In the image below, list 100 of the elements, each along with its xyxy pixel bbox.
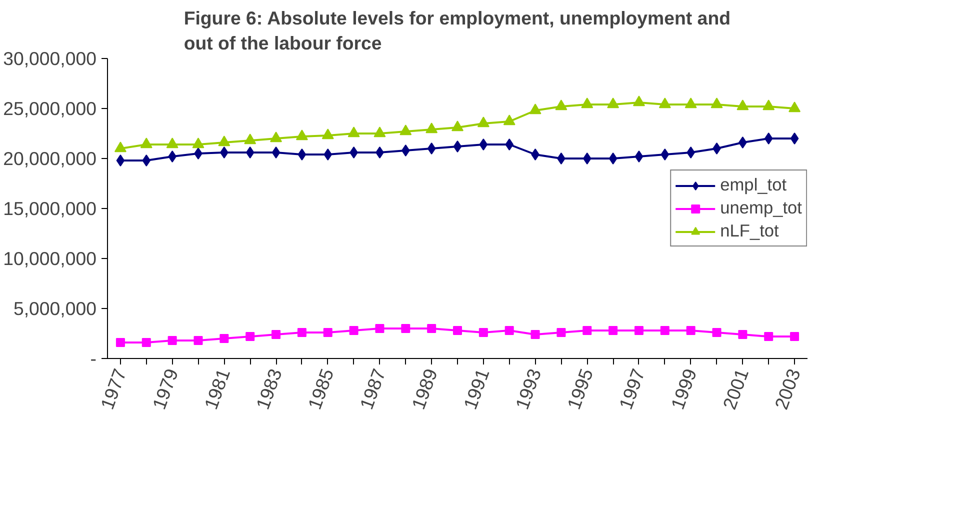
point bbox=[634, 326, 644, 335]
point bbox=[686, 326, 696, 335]
point bbox=[531, 148, 540, 160]
point bbox=[608, 152, 618, 164]
point bbox=[272, 146, 280, 158]
point bbox=[296, 130, 308, 140]
point bbox=[686, 146, 695, 158]
point bbox=[324, 148, 332, 160]
point bbox=[376, 146, 384, 158]
point bbox=[401, 144, 410, 156]
point bbox=[556, 328, 566, 337]
point bbox=[322, 128, 334, 140]
point bbox=[348, 126, 360, 138]
point bbox=[660, 326, 670, 335]
point bbox=[350, 146, 358, 158]
point bbox=[116, 338, 125, 347]
point bbox=[246, 146, 254, 158]
y-tick-label: 25,000,000 bbox=[3, 98, 97, 119]
point bbox=[168, 336, 177, 345]
x-tick-label: 1995 bbox=[563, 366, 597, 412]
point bbox=[400, 124, 412, 136]
point bbox=[297, 328, 306, 337]
point bbox=[194, 336, 203, 345]
point bbox=[272, 330, 281, 339]
point bbox=[503, 114, 516, 126]
point bbox=[168, 150, 176, 162]
point bbox=[555, 100, 568, 110]
point bbox=[218, 136, 230, 146]
point bbox=[790, 332, 800, 341]
point bbox=[166, 138, 178, 148]
point bbox=[632, 96, 645, 106]
point bbox=[323, 328, 332, 337]
point bbox=[349, 326, 358, 335]
point bbox=[712, 142, 721, 154]
point bbox=[116, 154, 125, 166]
point bbox=[142, 338, 151, 347]
point bbox=[142, 154, 151, 166]
point bbox=[581, 98, 594, 108]
x-tick-label: 2003 bbox=[770, 366, 804, 412]
point bbox=[426, 122, 438, 134]
chart-title: Figure 6: Absolute levels for employment, unemployment and out of the labour force bbox=[184, 7, 730, 54]
point bbox=[270, 132, 282, 142]
point bbox=[764, 332, 774, 341]
point bbox=[140, 138, 152, 148]
y-tick-label: 5,000,000 bbox=[14, 298, 97, 319]
point bbox=[582, 152, 592, 164]
x-tick-label: 1991 bbox=[459, 366, 494, 412]
point bbox=[607, 98, 620, 108]
legend-label: nLF_tot bbox=[720, 220, 779, 242]
x-tick-label: 1999 bbox=[666, 366, 701, 412]
point bbox=[194, 148, 202, 160]
point bbox=[427, 324, 436, 333]
point bbox=[764, 132, 773, 144]
point bbox=[298, 148, 306, 160]
point bbox=[477, 116, 490, 128]
point bbox=[557, 152, 566, 164]
point bbox=[788, 102, 801, 112]
y-tick-label: 30,000,000 bbox=[3, 48, 97, 69]
point bbox=[478, 328, 488, 337]
point bbox=[762, 100, 775, 110]
point bbox=[738, 330, 748, 339]
x-tick-label: 1985 bbox=[304, 366, 338, 412]
point bbox=[220, 146, 228, 158]
x-tick-label: 1981 bbox=[200, 366, 234, 412]
point bbox=[684, 98, 697, 108]
y-tick-label: - bbox=[90, 348, 97, 369]
point bbox=[453, 326, 462, 335]
point bbox=[452, 120, 464, 132]
legend-label: unemp_tot bbox=[720, 198, 802, 218]
point bbox=[530, 330, 540, 339]
point bbox=[505, 138, 514, 150]
point bbox=[634, 150, 644, 162]
x-tick-label: 1993 bbox=[511, 366, 546, 412]
point bbox=[453, 140, 462, 152]
y-tick-label: 20,000,000 bbox=[3, 148, 97, 169]
point bbox=[220, 334, 229, 343]
point bbox=[192, 138, 204, 148]
point bbox=[738, 136, 747, 148]
x-tick-label: 1997 bbox=[614, 366, 649, 412]
point bbox=[427, 142, 436, 154]
x-tick-label: 1977 bbox=[96, 366, 130, 412]
point bbox=[710, 98, 723, 108]
point bbox=[504, 326, 514, 335]
point bbox=[401, 324, 410, 333]
legend-label: empl_tot bbox=[720, 174, 787, 196]
point bbox=[790, 132, 799, 144]
point bbox=[660, 148, 670, 160]
point bbox=[712, 328, 722, 337]
y-tick-label: 15,000,000 bbox=[3, 198, 97, 219]
point bbox=[246, 332, 255, 341]
x-tick-label: 2001 bbox=[718, 366, 753, 412]
point bbox=[244, 134, 256, 144]
x-tick-label: 1983 bbox=[252, 366, 286, 412]
point bbox=[582, 326, 592, 335]
point bbox=[374, 126, 386, 138]
point bbox=[658, 98, 671, 108]
point bbox=[736, 100, 749, 110]
point bbox=[608, 326, 618, 335]
y-tick-label: 10,000,000 bbox=[3, 248, 97, 269]
x-tick-label: 1989 bbox=[408, 366, 442, 412]
